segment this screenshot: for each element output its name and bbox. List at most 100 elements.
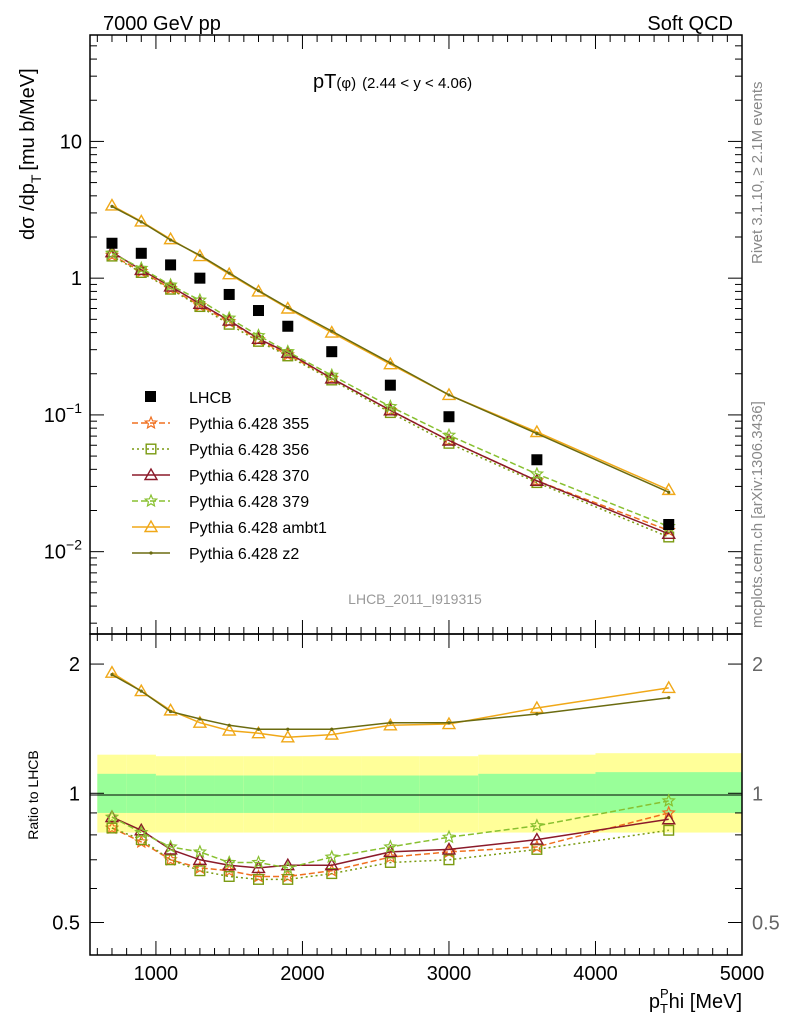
ratio-marker-4 [104, 665, 120, 678]
ratio-marker-4 [134, 683, 149, 697]
series-marker-5 [139, 220, 143, 224]
ratio-y-tick-label-left: 2 [69, 654, 80, 676]
ratio-panel: 2 2 1 1 0.5 0.5 1000 2000 3000 4000 5000 Ratio to … [25, 633, 780, 1016]
header-right: Soft QCD [647, 13, 733, 35]
ratio-marker-5 [256, 727, 261, 731]
green-band [273, 775, 303, 813]
ratio-marker-2 [661, 811, 676, 825]
series-marker-3 [134, 260, 149, 275]
ratio-marker-0 [222, 863, 237, 877]
series-marker-2 [661, 526, 676, 540]
green-band [243, 775, 274, 813]
ratio-marker-2 [280, 857, 296, 871]
ratio-marker-3 [280, 860, 295, 875]
ratio-marker-5 [286, 727, 290, 731]
lhcb-point [106, 237, 118, 249]
lhcb-point [165, 259, 177, 271]
ratio-marker-5 [330, 727, 334, 731]
title-range: (2.44 < y < 4.06) [362, 75, 472, 92]
series-marker-3 [529, 466, 545, 481]
legend-marker-3 [143, 493, 159, 508]
legend-marker-5 [149, 551, 153, 555]
legend-label-5: Pythia 6.428 z2 [189, 546, 299, 563]
ratio-line-3 [111, 800, 669, 869]
ratio-marker-5 [667, 696, 671, 700]
ratio-marker-0 [383, 849, 398, 864]
y-tick-label: 10−1 [44, 400, 82, 427]
ratio-marker-2 [324, 857, 339, 871]
series-marker-5 [227, 271, 231, 275]
title-sub: (φ) [336, 75, 356, 92]
ratio-marker-5 [447, 721, 451, 725]
ratio-marker-1 [252, 873, 264, 885]
ratio-marker-1 [282, 873, 294, 885]
green-band [302, 775, 362, 813]
lhcb-point [194, 272, 206, 284]
series-marker-2 [529, 473, 545, 486]
ratio-y-tick-label-left: 1 [69, 783, 80, 805]
ratio-marker-3 [383, 839, 398, 854]
ratio-y-label: Ratio to LHCB [25, 750, 41, 839]
series-marker-3 [251, 328, 266, 342]
series-marker-5 [168, 238, 173, 242]
ratio-marker-4 [221, 723, 237, 736]
ratio-frame [89, 633, 743, 956]
ratio-line-5 [111, 673, 669, 730]
series-marker-4 [529, 424, 545, 438]
xlabel-sub: T [660, 1001, 668, 1016]
ratio-marker-4 [661, 680, 676, 694]
series-marker-5 [447, 393, 451, 397]
ratio-marker-5 [388, 721, 392, 725]
lhcb-point [531, 454, 543, 466]
lhcb-point [443, 411, 455, 423]
ylabel-main: dσ /dp [17, 183, 39, 240]
series-marker-4 [324, 325, 339, 338]
legend-marker-0 [143, 415, 159, 430]
ratio-marker-3 [192, 844, 208, 859]
ratio-x-tick-label: 5000 [720, 963, 765, 985]
series-marker-4 [192, 248, 208, 262]
series-marker-4 [104, 198, 120, 211]
series-marker-3 [324, 367, 340, 382]
legend-marker-2 [143, 467, 159, 481]
ratio-marker-3 [324, 849, 339, 864]
analysis-label: LHCB_2011_I919315 [348, 591, 482, 607]
series-marker-3 [192, 292, 208, 307]
ratio-marker-1 [326, 868, 338, 880]
xlabel-sup: P [660, 986, 669, 1001]
mcplots-label: mcplots.cern.ch [arXiv:1306.3436] [749, 401, 766, 628]
ratio-marker-3 [529, 818, 545, 832]
ratio-x-tick-label: 2000 [280, 963, 325, 985]
ratio-marker-2 [529, 832, 545, 845]
green-band [419, 775, 479, 813]
ratio-marker-5 [168, 709, 173, 714]
legend-marker-lhcb [145, 391, 156, 402]
lhcb-point [252, 305, 264, 317]
ratio-x-tick-label: 1000 [134, 963, 179, 985]
ratio-series [104, 665, 676, 885]
ratio-marker-0 [192, 860, 208, 875]
series-marker-4 [251, 284, 266, 297]
green-band [126, 773, 156, 813]
ratio-y-tick-label-right: 2 [752, 654, 763, 676]
main-series [104, 198, 676, 543]
title-main: pT [313, 71, 336, 93]
lhcb-point [135, 247, 147, 259]
xlabel-rest: hi [MeV] [669, 991, 742, 1013]
ratio-marker-3 [441, 829, 457, 844]
ratio-marker-4 [324, 727, 339, 740]
ratio-x-tick-label: 4000 [573, 963, 618, 985]
series-line-5 [111, 205, 670, 493]
series-marker-5 [535, 432, 539, 436]
legend-label-1: Pythia 6.428 356 [189, 442, 309, 459]
ratio-marker-1 [194, 865, 206, 877]
series-marker-5 [330, 329, 334, 333]
series-marker-3 [441, 427, 457, 442]
ratio-marker-1 [384, 856, 396, 868]
lhcb-point [282, 320, 294, 332]
ratio-y-tick-label-left: 0.5 [52, 912, 80, 934]
ratio-marker-2 [192, 852, 208, 865]
legend-label-4: Pythia 6.428 ambt1 [189, 520, 327, 537]
